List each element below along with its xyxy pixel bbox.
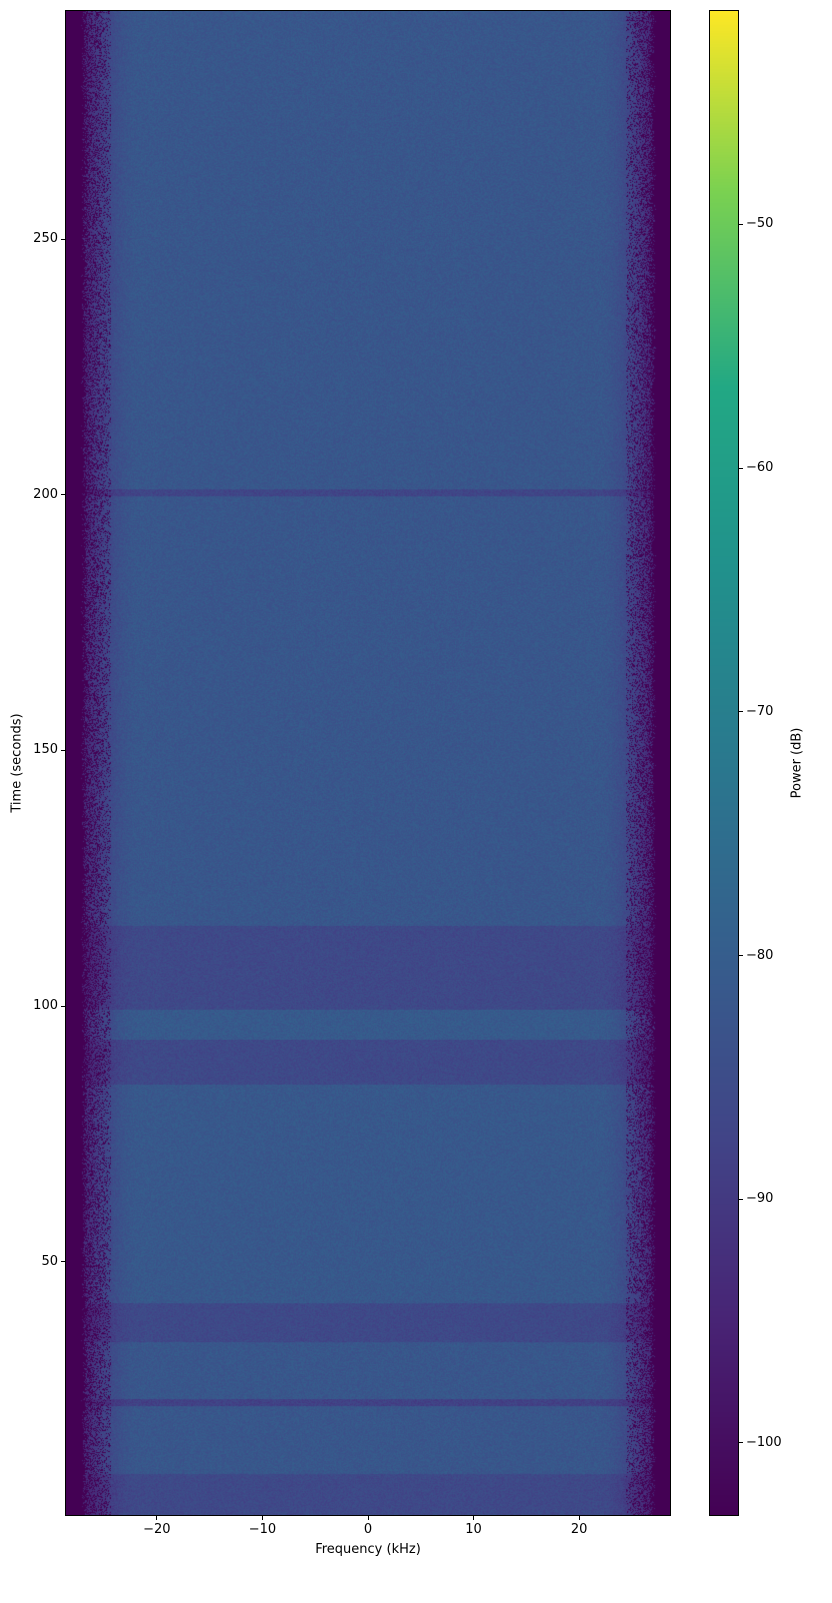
colorbar [709, 10, 739, 1516]
x-tick-mark [579, 1516, 580, 1520]
y-tick-label: 150 [33, 742, 58, 757]
colorbar-tick-label: −50 [746, 216, 773, 231]
x-tick-mark [473, 1516, 474, 1520]
colorbar-tick-mark [739, 711, 743, 712]
y-tick-label: 200 [33, 487, 58, 502]
y-tick-label: 100 [33, 998, 58, 1013]
y-tick-mark [61, 494, 65, 495]
colorbar-tick-label: −80 [746, 948, 773, 963]
colorbar-tick-mark [739, 468, 743, 469]
colorbar-tick-mark [739, 1199, 743, 1200]
y-tick-mark [61, 750, 65, 751]
colorbar-tick-label: −60 [746, 460, 773, 475]
x-tick-mark [262, 1516, 263, 1520]
x-tick-mark [368, 1516, 369, 1520]
x-tick-mark [156, 1516, 157, 1520]
spectrogram-heatmap [66, 11, 670, 1515]
x-tick-label: −20 [143, 1522, 170, 1537]
colorbar-tick-label: −70 [746, 704, 773, 719]
colorbar-tick-label: −100 [746, 1435, 782, 1450]
spectrogram-plot [65, 10, 671, 1516]
x-tick-label: 0 [364, 1522, 372, 1537]
x-axis-label: Frequency (kHz) [315, 1542, 421, 1557]
y-tick-mark [61, 239, 65, 240]
colorbar-gradient [710, 11, 738, 1515]
y-tick-label: 250 [33, 231, 58, 246]
y-tick-mark [61, 1006, 65, 1007]
x-tick-label: −10 [249, 1522, 276, 1537]
colorbar-tick-mark [739, 1442, 743, 1443]
x-tick-label: 20 [571, 1522, 588, 1537]
x-tick-label: 10 [465, 1522, 482, 1537]
y-axis-label: Time (seconds) [10, 713, 25, 812]
colorbar-label: Power (dB) [790, 728, 805, 799]
colorbar-tick-mark [739, 955, 743, 956]
y-tick-label: 50 [41, 1254, 58, 1269]
y-tick-mark [61, 1261, 65, 1262]
colorbar-tick-mark [739, 224, 743, 225]
colorbar-tick-label: −90 [746, 1191, 773, 1206]
